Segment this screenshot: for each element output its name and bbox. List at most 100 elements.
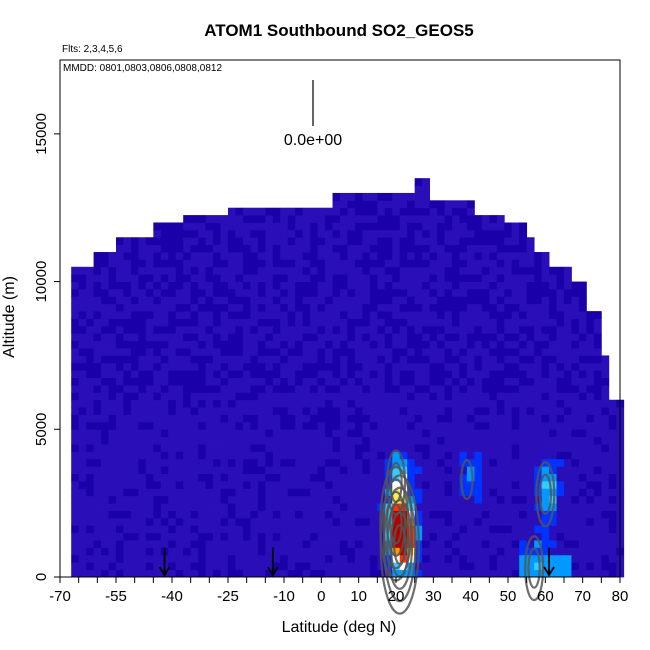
- heat-cell: [571, 532, 580, 541]
- heat-cell: [481, 444, 490, 452]
- heat-cell: [71, 488, 80, 497]
- heat-cell: [534, 340, 542, 349]
- heat-cell: [153, 222, 162, 231]
- heat-cell: [130, 466, 139, 474]
- heat-cell: [541, 362, 550, 371]
- heatmap-field: [71, 178, 625, 578]
- heat-cell: [138, 288, 147, 297]
- heat-cell: [71, 274, 80, 282]
- heat-cell: [272, 362, 281, 371]
- heat-cell: [489, 281, 498, 290]
- heat-cell: [280, 340, 289, 349]
- heat-cell: [78, 384, 87, 393]
- heat-cell: [93, 274, 102, 282]
- heat-cell: [564, 436, 572, 445]
- heat-cell: [437, 503, 445, 511]
- heat-cell: [586, 480, 595, 489]
- heat-cell: [242, 444, 251, 452]
- heat-cell: [369, 274, 378, 282]
- heat-cell: [228, 392, 236, 401]
- heat-cell: [198, 215, 206, 223]
- heat-cell: [369, 562, 378, 571]
- heat-cell: [586, 540, 595, 548]
- heat-cell: [287, 362, 296, 371]
- heat-cell: [556, 370, 565, 378]
- heat-cell: [504, 296, 513, 305]
- heat-cell: [302, 259, 311, 268]
- heat-cell: [116, 517, 124, 526]
- heat-cell: [526, 377, 535, 386]
- heat-cell: [168, 244, 177, 253]
- heat-cell: [123, 244, 132, 253]
- heat-cell: [302, 451, 311, 460]
- contour-ring: [538, 473, 553, 515]
- heat-cell: [287, 296, 296, 305]
- heat-cell: [519, 288, 528, 297]
- heat-cell: [586, 318, 595, 327]
- heat-cell: [429, 407, 438, 415]
- heat-cell: [235, 488, 244, 497]
- heat-cell: [228, 288, 236, 297]
- heat-cell: [205, 348, 214, 356]
- heat-cell: [168, 384, 177, 393]
- heat-cell: [481, 473, 490, 482]
- heat-cell: [340, 525, 348, 534]
- heat-cell: [228, 340, 236, 349]
- heat-cell: [444, 237, 453, 246]
- heat-cell: [175, 370, 184, 378]
- heat-cell: [362, 399, 371, 408]
- heat-cell: [437, 458, 445, 467]
- heat-cell: [287, 429, 296, 438]
- heat-cell: [160, 259, 169, 268]
- heat-cell: [556, 525, 565, 534]
- heat-cell: [257, 466, 266, 474]
- heat-cell: [556, 503, 565, 511]
- heat-cell: [437, 348, 445, 356]
- heat-cell: [377, 311, 386, 319]
- heat-cell: [317, 362, 326, 371]
- heat-cell: [183, 288, 192, 297]
- heat-cell: [384, 274, 393, 282]
- heat-cell: [108, 569, 117, 578]
- heat-cell: [377, 569, 386, 578]
- heat-cell: [93, 488, 102, 497]
- heat-cell: [183, 362, 192, 371]
- heat-cell: [414, 503, 423, 511]
- heat-cell: [220, 436, 229, 445]
- heat-cell: [265, 215, 274, 223]
- heat-cell: [474, 288, 483, 297]
- heat-cell: [93, 252, 102, 260]
- heat-cell: [71, 296, 80, 305]
- heat-cell: [93, 281, 102, 290]
- heat-cell: [466, 407, 475, 415]
- heat-cell: [175, 348, 184, 356]
- heat-cell: [325, 510, 333, 519]
- heat-cell: [280, 444, 289, 452]
- heat-cell: [257, 355, 266, 364]
- heat-cell: [160, 333, 169, 342]
- heat-cell: [504, 562, 513, 571]
- heat-cell: [399, 429, 408, 438]
- heat-cell: [168, 517, 177, 526]
- heat-cell: [235, 547, 244, 556]
- heat-cell: [593, 311, 602, 319]
- heat-cell: [272, 266, 281, 275]
- heat-cell: [190, 399, 199, 408]
- heat-cell: [444, 200, 453, 209]
- heat-cell: [183, 421, 192, 430]
- heat-cell: [116, 495, 124, 504]
- heat-cell: [549, 569, 557, 578]
- heat-cell: [116, 525, 124, 534]
- heat-cell: [198, 318, 206, 327]
- heat-cell: [601, 517, 610, 526]
- heat-cell: [242, 318, 251, 327]
- heat-cell: [504, 473, 513, 482]
- heat-cell: [422, 495, 430, 504]
- heat-cell: [138, 281, 147, 290]
- heat-cell: [586, 503, 595, 511]
- heat-cell: [213, 377, 221, 386]
- flight-arrow-head: [543, 566, 555, 577]
- heat-cell: [220, 421, 229, 430]
- heat-cell: [123, 355, 132, 364]
